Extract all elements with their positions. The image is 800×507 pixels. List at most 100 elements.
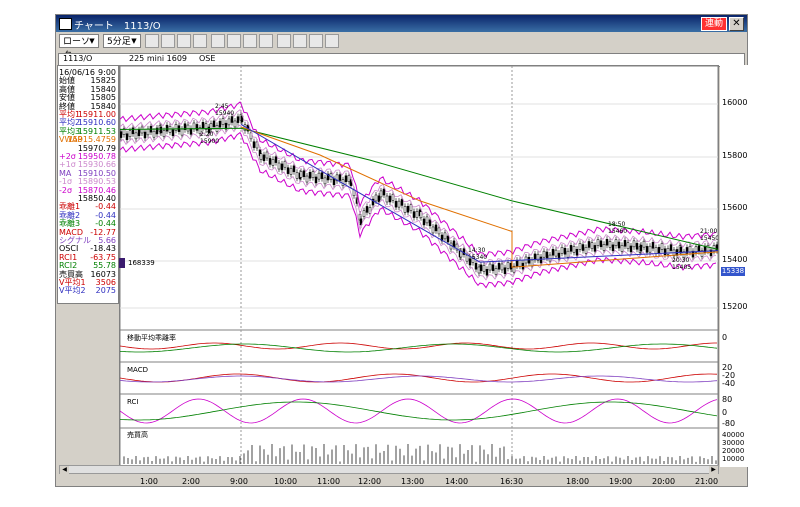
candle-body [584,247,588,254]
candle-body [471,256,475,263]
candle-body [590,242,594,249]
cursor-value: 168339 [128,259,155,267]
toolbar: ローソク ▼ 5分足 ▼ [56,32,747,61]
candle-body [195,124,199,131]
candle-body [446,235,450,243]
candle-body [320,172,324,179]
line-chart-icon[interactable] [177,34,191,48]
candle-body [146,128,150,136]
price-tick: 15800 [722,151,748,160]
scroll-right-icon[interactable]: ▶ [709,466,718,474]
candle-body [128,130,132,137]
candle-body [209,123,213,130]
panel-row-label: RCI1 [59,252,78,262]
candle-body [192,122,196,130]
candle-body [323,177,327,185]
macd-tick: 20 [722,363,733,372]
trend-icon[interactable] [227,34,241,48]
time-tick: 20:00 [652,477,676,486]
candlestick-icon[interactable] [145,34,159,48]
panel-row-label: -2σ [59,185,73,195]
chevron-down-icon: ▼ [89,37,95,45]
candle-body [554,249,558,257]
candle-body [551,248,555,256]
candle-body [236,116,240,123]
candle-body [368,207,372,214]
grid-icon[interactable] [243,34,257,48]
panel-row-value: 15840 [90,101,116,111]
chart-area[interactable]: 2:45 15940 2:20 15900 14:30 15340 18:50 15460 20… [119,65,719,467]
candle-body [599,240,603,248]
panel-row-label: シグナル [59,236,91,245]
candle-body [443,232,447,240]
candle-body [666,248,670,255]
candle-body [180,128,184,136]
chart-type-select[interactable]: ローソク ▼ [59,34,99,61]
candle-body [131,127,135,135]
time-tick: 2:00 [182,477,200,486]
candle-body [265,151,269,159]
candle-body [317,172,321,180]
candle-body [227,118,231,126]
interval-select[interactable]: 5分足 ▼ [103,34,141,48]
panel-row-label: 乖離3 [59,219,81,229]
price-axis: 16000 15800 15600 15400 15200 0 20 -20 -… [720,65,748,467]
panel-row: 乖離1 -0.44 [59,202,116,211]
candle-body [548,254,552,262]
pen-icon[interactable] [277,34,291,48]
close-button[interactable]: ✕ [729,17,744,31]
volume-icon[interactable] [193,34,207,48]
candle-body [563,247,567,255]
candle-body [635,243,639,250]
candle-body [332,178,336,186]
zoom-icon[interactable] [325,34,339,48]
panel-row-label: 高値 [59,84,75,94]
time-tick: 14:00 [445,477,469,486]
bar-chart-icon[interactable] [161,34,175,48]
panel-row-label: 平均3 [59,126,81,136]
candle-body [283,160,287,168]
indicator-icon[interactable] [211,34,225,48]
time-tick: 18:00 [566,477,590,486]
panel-row-label: 安値 [59,93,75,103]
candle-body [512,265,516,273]
candle-body [629,245,633,253]
settings-icon[interactable] [309,34,323,48]
compare-icon[interactable] [259,34,273,48]
candle-body [452,240,456,248]
candle-body [277,162,281,170]
annotation-price: 15940 [215,110,234,117]
candle-body [500,263,504,271]
candle-body [566,250,570,258]
candle-body [623,240,627,247]
volume-panel-title: 売買高 [127,431,148,439]
interval-value: 5分足 [107,37,131,47]
panel-row: 16/06/16 9:00 [59,68,116,77]
candle-body [632,240,636,248]
panel-row: 平均3 15911.53 [59,127,116,136]
time-tick: 16:30 [500,477,524,486]
candle-body [280,163,284,171]
candle-body [189,128,193,135]
candle-body [204,123,208,131]
title-bar[interactable]: チャート 1113/O 連動 ✕ [56,15,747,32]
panel-row: 安値 15805 [59,93,116,102]
candle-body [134,132,138,140]
candle-body [648,245,652,253]
annotation-time: 21:00 [700,228,717,235]
candle-body [302,170,306,177]
eraser-icon[interactable] [293,34,307,48]
candle-body [344,175,348,182]
candle-body [651,242,655,249]
horizontal-scrollbar[interactable]: ◀ ▶ [59,465,719,474]
time-tick: 11:00 [317,477,341,486]
candle-body [221,118,225,125]
candle-body [122,128,126,135]
signal-line [120,375,718,383]
sub-panel-frame [120,427,718,466]
link-button[interactable]: 連動 [700,17,727,31]
scroll-left-icon[interactable]: ◀ [60,466,69,474]
candle-body [479,264,483,272]
candle-body [379,190,383,198]
